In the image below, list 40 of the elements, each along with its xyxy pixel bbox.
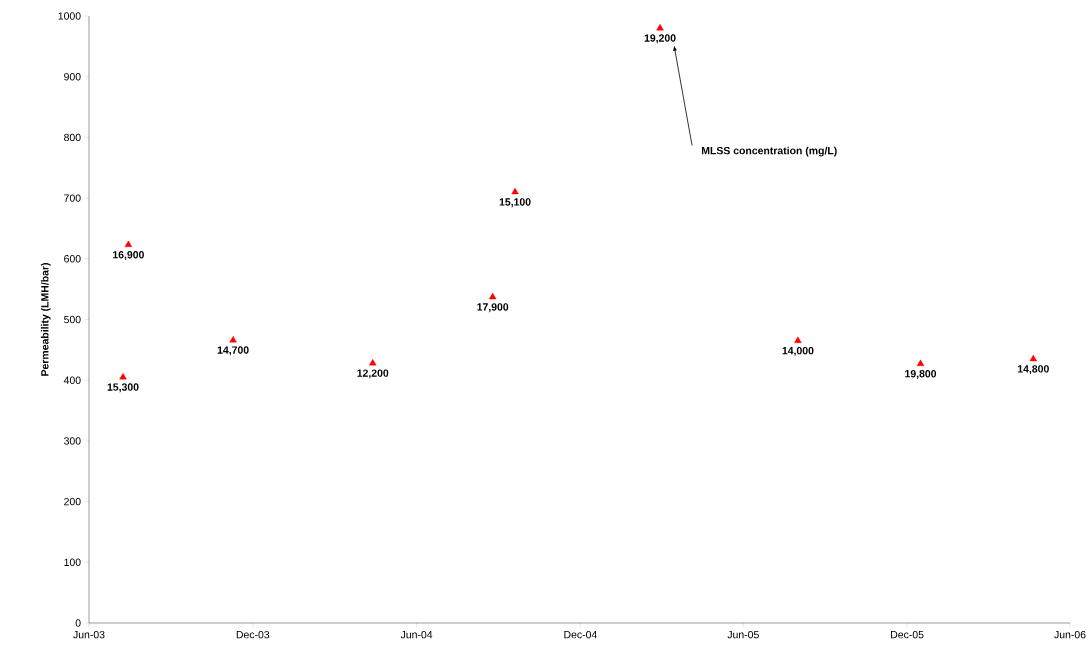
y-tick-label: 100	[64, 558, 81, 567]
y-tick-label: 500	[64, 315, 81, 324]
annotation: MLSS concentration (mg/L)	[701, 146, 837, 157]
point	[119, 372, 127, 380]
point	[229, 335, 237, 343]
point	[489, 292, 497, 300]
annotation: 15,300	[107, 383, 139, 393]
y-tick-label: 800	[64, 133, 81, 142]
point	[656, 23, 664, 31]
y-tick-label: 600	[64, 255, 81, 263]
annotation: 14,000	[782, 346, 814, 356]
x-tick-label: Jun-06	[1054, 630, 1086, 639]
y-tick-label: 200	[64, 497, 81, 506]
annotation: 16,900	[113, 251, 144, 260]
point	[916, 359, 925, 367]
point	[369, 359, 377, 366]
annotation: 12,200	[357, 369, 389, 379]
y-tick-label: 0	[75, 619, 81, 627]
annotation: 17,900	[477, 303, 509, 313]
x-tick-label: Dec-03	[236, 630, 270, 639]
annotation: 14,700	[217, 346, 249, 356]
y-tick-label: 300	[64, 437, 81, 445]
y-tick-label: 700	[64, 194, 81, 202]
x-tick-label: Jun-04	[400, 630, 433, 639]
x-tick-label: Dec-05	[891, 630, 924, 639]
y-axis-title: Permeability (LMH/bar)	[40, 263, 51, 376]
point	[511, 187, 519, 195]
x-tick-label: Jun-03	[73, 630, 105, 639]
annotation: 19,200	[644, 34, 676, 44]
y-tick-label: 900	[64, 73, 81, 81]
x-tick-label: Jun-05	[727, 630, 759, 639]
annotation: 15,100	[499, 198, 531, 208]
annotation: 19,800	[905, 370, 937, 379]
y-tick-label: 1000	[58, 12, 81, 20]
y-tick-label: 400	[63, 376, 81, 384]
point	[124, 240, 133, 248]
annotation: 14,800	[1017, 365, 1049, 375]
point	[1029, 354, 1037, 362]
point	[794, 336, 802, 343]
x-tick-label: Dec-04	[564, 630, 597, 639]
